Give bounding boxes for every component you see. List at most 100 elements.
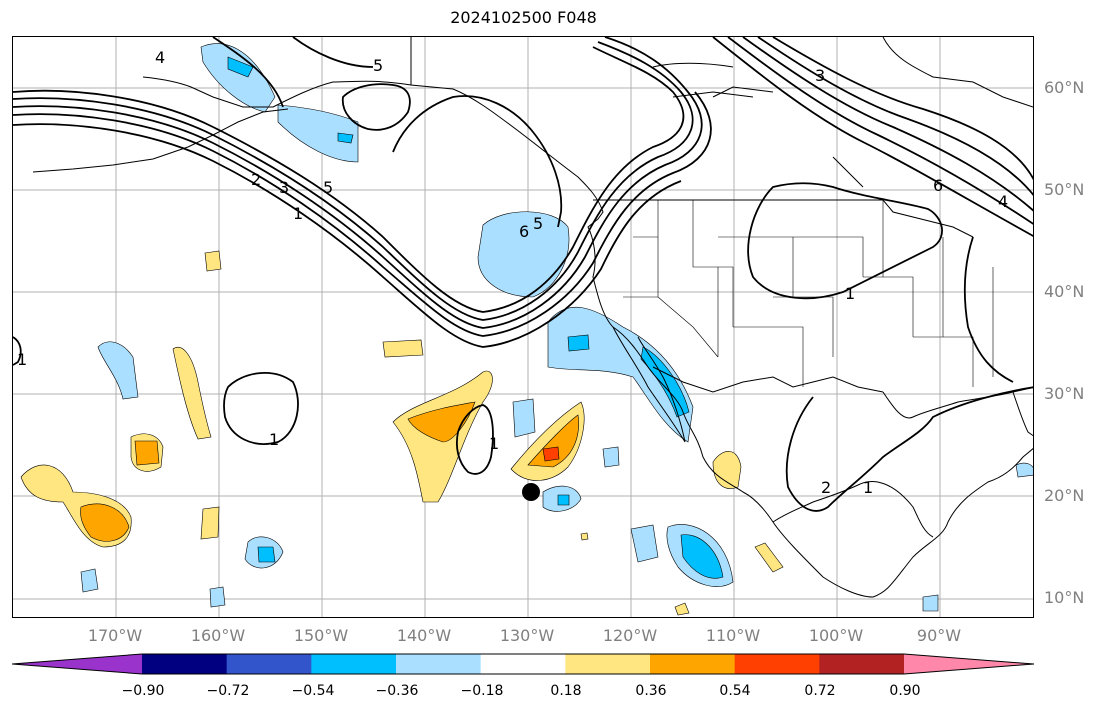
orange-patch-4 — [407, 401, 476, 443]
contour-label: 3 — [279, 178, 289, 197]
colorbar-extend-low — [12, 654, 142, 674]
jet-contour-2 — [13, 41, 694, 321]
alaska-coast — [410, 37, 1033, 598]
colorbar-segment — [819, 654, 905, 674]
central-loop — [223, 372, 299, 445]
mexico-coast — [772, 481, 934, 538]
blue-patch-small3 — [602, 446, 620, 468]
colorbar-tick-label: 0.54 — [719, 683, 751, 699]
colorbar-tick-label: 0.18 — [550, 683, 582, 699]
blue-core-small5 — [257, 546, 276, 563]
canada-north — [652, 62, 864, 188]
lon-label: 100°W — [808, 626, 864, 645]
blue-core-small4 — [557, 494, 570, 506]
blue-patch-small9 — [209, 586, 226, 608]
contour-labels: 2 3 5 1 5 6 5 1 1 1 3 6 4 2 1 4 1 — [17, 48, 1008, 497]
blue-patch-small8 — [80, 568, 99, 593]
yellow-patch-3 — [382, 339, 424, 358]
far-west-loop — [13, 336, 22, 366]
orange-patch-5 — [527, 414, 579, 468]
colorbar-segment — [480, 654, 566, 674]
contour-label: 5 — [323, 178, 333, 197]
contour-label: 3 — [815, 66, 825, 85]
forecast-map: 2 3 5 1 5 6 5 1 1 1 3 6 4 2 1 4 1 — [13, 37, 1033, 617]
canada-east-3 — [742, 37, 1033, 212]
blue-patch-westcoast — [477, 211, 570, 298]
blue-patch-small11 — [1015, 462, 1033, 478]
lon-label: 130°W — [499, 626, 555, 645]
lon-label: 120°W — [602, 626, 658, 645]
canada-east-2 — [727, 37, 1033, 225]
contour-label: 4 — [998, 192, 1008, 211]
jet-contour-1 — [13, 46, 685, 313]
lat-label: 60°N — [1044, 78, 1085, 97]
blue-patch-small2 — [512, 398, 536, 438]
lon-label: 90°W — [916, 626, 962, 645]
jet-contour-4 — [13, 91, 712, 337]
canada-east-5 — [772, 37, 1033, 181]
contour-label: 6 — [933, 176, 943, 195]
blue-core-gulf — [337, 132, 354, 144]
east-contour — [963, 236, 1014, 383]
contour-label: 2 — [821, 478, 831, 497]
us-mexico-border — [652, 366, 884, 393]
contour-label: 1 — [17, 350, 27, 369]
colorbar-outline — [12, 653, 1035, 675]
colorbar — [12, 653, 1035, 675]
hudson-area — [882, 37, 1033, 108]
canada-east-1 — [712, 37, 1033, 237]
colorbar-segment — [311, 654, 397, 674]
colorbar-segment — [734, 654, 820, 674]
lat-label: 20°N — [1044, 486, 1085, 505]
contour-label: 1 — [863, 478, 873, 497]
lat-label: 40°N — [1044, 282, 1085, 301]
baja-coast — [612, 326, 686, 443]
shaded-field — [20, 43, 1033, 616]
us-canada-border — [593, 199, 974, 238]
colorbar-tick-label: −0.90 — [121, 683, 165, 699]
alaska-mainland — [142, 76, 412, 108]
contour-label: 1 — [269, 430, 279, 449]
blue-core-baja2 — [567, 334, 590, 352]
blue-patch-small1 — [97, 341, 139, 400]
contour-label: 6 — [519, 222, 529, 241]
contour-label: 4 — [155, 48, 165, 67]
lat-label: 50°N — [1044, 180, 1085, 199]
map-panel: 2 3 5 1 5 6 5 1 1 1 3 6 4 2 1 4 1 — [12, 36, 1034, 618]
blue-patch-small10 — [922, 594, 939, 612]
colorbar-tick-label: −0.36 — [375, 683, 419, 699]
yellow-patch-9 — [712, 451, 742, 489]
lon-label: 140°W — [396, 626, 452, 645]
blue-patch-small7 — [630, 524, 659, 563]
yellow-patch-8 — [200, 506, 220, 540]
colorbar-segment — [565, 654, 651, 674]
yellow-patch-11 — [674, 602, 690, 616]
colorbar-segment — [142, 654, 228, 674]
lon-label: 110°W — [705, 626, 761, 645]
jet-contour-5 — [13, 123, 682, 348]
contour-label: 1 — [845, 284, 855, 303]
yellow-patch-2 — [204, 250, 222, 272]
colorbar-tick-label: 0.36 — [635, 683, 667, 699]
orange-patch-7 — [80, 503, 130, 542]
colorbar-tick-label: −0.54 — [291, 683, 335, 699]
mexico-loop — [785, 386, 1033, 512]
yellow-patch-1 — [172, 347, 212, 440]
outer-contour — [392, 95, 563, 228]
colorbar-segment — [650, 654, 736, 674]
lon-label: 150°W — [293, 626, 349, 645]
yellow-patch-5 — [510, 401, 585, 481]
colorbar-tick-label: 0.90 — [889, 683, 921, 699]
yellow-patch-12 — [580, 532, 589, 541]
coastlines — [32, 37, 1033, 598]
lon-label: 160°W — [190, 626, 246, 645]
subtropical-loop — [455, 404, 494, 475]
blue-core-alaska — [227, 56, 254, 78]
red-patch-5 — [542, 446, 560, 462]
yellow-patch-10 — [754, 542, 784, 573]
colorbar-segment — [396, 654, 482, 674]
colorbar-tick-label: −0.72 — [206, 683, 250, 699]
jet-contour-3 — [13, 37, 703, 329]
lat-label: 30°N — [1044, 384, 1085, 403]
plains-contour — [747, 182, 943, 300]
